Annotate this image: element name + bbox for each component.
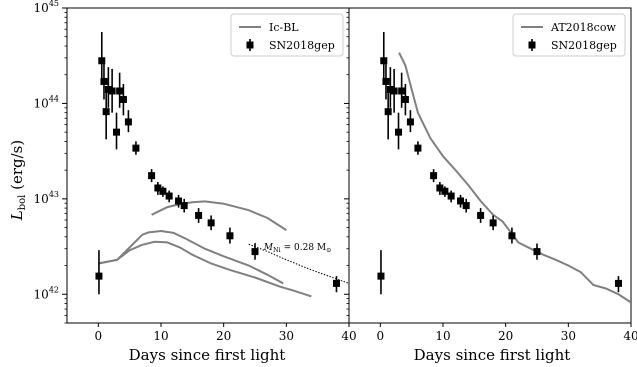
y-tick-label: 1044	[34, 94, 59, 110]
data-point	[119, 95, 127, 103]
x-tick-label: 0	[377, 329, 385, 343]
data-point	[382, 77, 390, 85]
data-point	[102, 108, 110, 116]
data-point	[477, 211, 485, 219]
data-point	[489, 219, 497, 227]
annot-marker: ·	[254, 240, 257, 250]
nickel-decay-line	[248, 243, 349, 284]
legend-box	[230, 13, 344, 57]
legend-model-label: Ic-BL	[269, 21, 299, 34]
data-point	[430, 172, 438, 180]
legend-box	[512, 13, 626, 57]
data-point	[414, 144, 422, 152]
data-point	[533, 248, 541, 256]
data-point	[441, 187, 449, 195]
data-point	[132, 144, 140, 152]
annot-symbol: M	[263, 243, 274, 253]
x-tick-label: 40	[341, 329, 356, 343]
legend-data-swatch	[246, 41, 254, 49]
data-point	[207, 219, 215, 227]
legend-data-swatch	[528, 41, 536, 49]
y-tick-base: 10	[34, 96, 49, 110]
y-tick-base: 10	[34, 287, 49, 301]
data-point	[165, 192, 173, 200]
data-point	[226, 232, 234, 240]
data-point	[395, 128, 403, 136]
x-tick-label: 0	[95, 329, 103, 343]
y-tick-exponent: 45	[49, 0, 59, 8]
data-point	[95, 272, 103, 280]
data-point	[154, 184, 162, 192]
y-tick-label: 1043	[34, 190, 59, 206]
model-curve	[98, 240, 312, 298]
right-x-axis-title: Days since first light	[414, 346, 571, 364]
data-point	[384, 108, 392, 116]
data-point	[124, 118, 132, 126]
data-point	[390, 87, 398, 95]
data-point	[398, 87, 406, 95]
y-tick-exponent: 43	[49, 190, 59, 199]
plot-frame	[348, 7, 632, 324]
y-tick-base: 10	[34, 1, 49, 15]
x-tick-label: 30	[561, 329, 576, 343]
data-point	[614, 279, 622, 287]
data-point	[447, 192, 455, 200]
data-point	[108, 87, 116, 95]
data-point	[406, 118, 414, 126]
legend: AT2018cow SN2018gep	[512, 13, 626, 57]
data-point	[377, 272, 385, 280]
y-tick-exponent: 44	[49, 94, 59, 103]
data-point	[175, 197, 183, 205]
x-tick-label: 20	[216, 329, 231, 343]
annot-value: = 0.28 M	[281, 243, 326, 253]
annot-subscript: Ni	[273, 246, 281, 254]
y-axis-title-main: L	[8, 210, 26, 221]
data-point	[251, 248, 259, 256]
data-point	[113, 128, 121, 136]
x-tick-label: 40	[623, 329, 637, 343]
model-curve	[98, 229, 284, 285]
plot-area	[377, 32, 631, 304]
data-point	[332, 279, 340, 287]
plot-area	[95, 32, 349, 298]
data-point	[386, 85, 394, 93]
legend-model-label: AT2018cow	[550, 21, 616, 34]
y-tick-base: 10	[34, 192, 49, 206]
x-tick-label: 10	[435, 329, 450, 343]
legend-data-label: SN2018gep	[551, 39, 617, 52]
right-panel: 0 10 20 30 40 AT2018cow SN2018gep	[344, 7, 637, 343]
y-axis-title: Lbol (erg/s)	[8, 140, 28, 221]
data-point	[104, 85, 112, 93]
y-tick-label: 1045	[34, 0, 59, 15]
x-tick-label: 20	[498, 329, 513, 343]
legend: Ic-BL SN2018gep	[230, 13, 344, 57]
x-tick-label: 30	[279, 329, 294, 343]
x-tick-label: 10	[153, 329, 168, 343]
data-point	[148, 172, 156, 180]
data-point	[195, 211, 203, 219]
data-point	[457, 197, 465, 205]
data-point	[159, 187, 167, 195]
model-curve	[398, 52, 631, 304]
y-tick-label: 1042	[34, 285, 59, 301]
data-point	[380, 57, 388, 65]
nickel-mass-annotation: MNi = 0.28 M⊙	[263, 243, 332, 254]
data-point	[98, 57, 106, 65]
data-point	[401, 95, 409, 103]
y-tick-exponent: 42	[49, 285, 59, 294]
data-point	[436, 184, 444, 192]
data-point	[508, 232, 516, 240]
data-point	[100, 77, 108, 85]
y-axis-title-sub: bol	[17, 195, 28, 211]
data-point	[462, 202, 470, 210]
annot-sun: ⊙	[326, 246, 331, 254]
y-axis-title-unit: (erg/s)	[8, 140, 26, 195]
legend-data-label: SN2018gep	[269, 39, 335, 52]
data-point	[116, 87, 124, 95]
model-curve	[151, 200, 287, 231]
left-x-axis-title: Days since first light	[129, 346, 286, 364]
data-point	[180, 202, 188, 210]
